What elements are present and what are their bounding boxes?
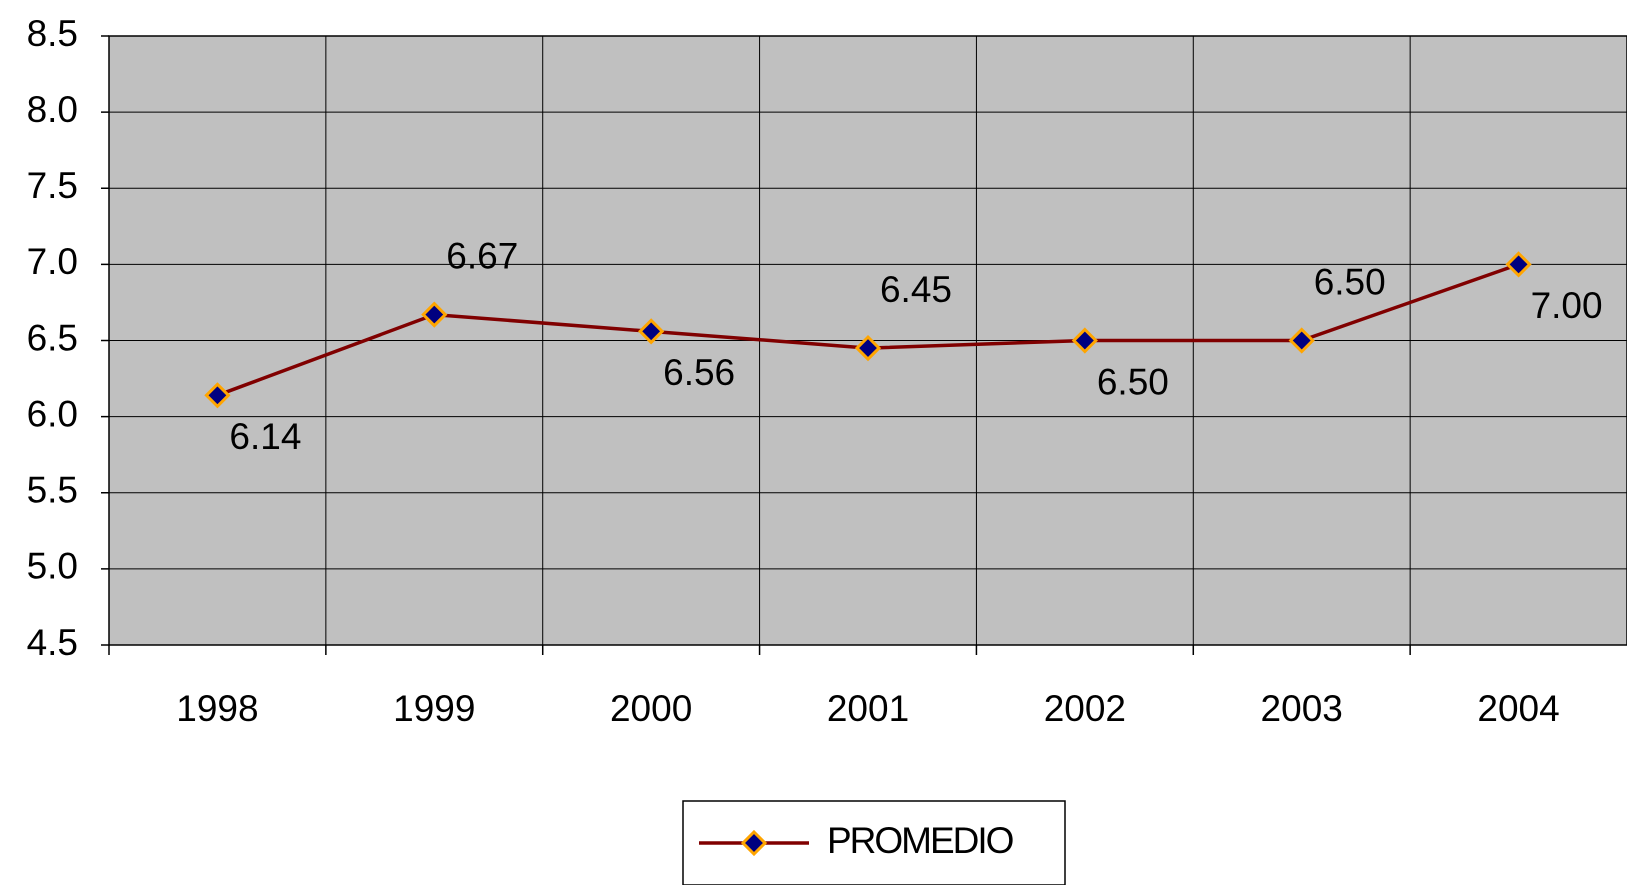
- y-tick-label: 6.0: [27, 393, 78, 434]
- legend-marker: [740, 829, 768, 857]
- x-tick-label: 2001: [827, 688, 909, 729]
- data-label: 6.14: [229, 416, 301, 457]
- x-tick-label: 2002: [1044, 688, 1126, 729]
- x-tick-label: 2004: [1477, 688, 1559, 729]
- data-label: 7.00: [1531, 285, 1603, 326]
- data-label: 6.45: [880, 269, 952, 310]
- data-label: 6.56: [663, 352, 735, 393]
- y-tick-label: 8.5: [27, 13, 78, 54]
- y-tick-label: 7.0: [27, 241, 78, 282]
- marker: [1288, 327, 1315, 354]
- marker: [638, 318, 665, 345]
- y-tick-label: 4.5: [27, 622, 78, 663]
- y-tick-label: 5.0: [27, 546, 78, 587]
- y-tick-label: 5.5: [27, 470, 78, 511]
- marker: [421, 301, 448, 328]
- y-tick-label: 8.0: [27, 89, 78, 130]
- x-tick-label: 1999: [393, 688, 475, 729]
- x-tick-label: 2000: [610, 688, 692, 729]
- marker: [854, 334, 882, 362]
- x-tick-label: 1998: [176, 688, 258, 729]
- marker: [1505, 251, 1532, 278]
- x-tick-label: 2003: [1261, 688, 1343, 729]
- y-tick-label: 7.5: [27, 165, 78, 206]
- data-label: 6.50: [1097, 361, 1169, 402]
- legend-label: PROMEDIO: [827, 820, 1014, 861]
- data-label: 6.50: [1314, 261, 1386, 302]
- marker: [204, 382, 231, 409]
- marker: [1071, 327, 1098, 354]
- y-tick-label: 6.5: [27, 317, 78, 358]
- data-label: 6.67: [446, 235, 518, 276]
